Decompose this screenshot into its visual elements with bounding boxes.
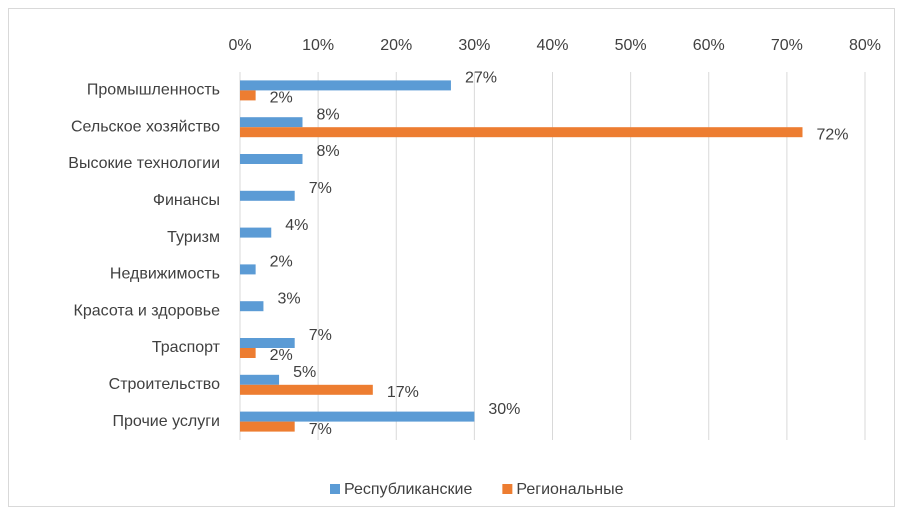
- data-label: 7%: [309, 421, 332, 438]
- x-tick-label: 0%: [228, 37, 251, 54]
- data-label: 2%: [270, 347, 293, 364]
- x-tick-label: 60%: [693, 37, 725, 54]
- data-label: 8%: [317, 143, 340, 160]
- x-tick-label: 70%: [771, 37, 803, 54]
- chart-frame: [8, 8, 895, 507]
- x-tick-label: 10%: [302, 37, 334, 54]
- data-label: 7%: [309, 327, 332, 344]
- legend-label: Региональные: [516, 481, 623, 498]
- bar: [240, 338, 295, 348]
- data-label: 2%: [270, 90, 293, 107]
- data-label: 2%: [270, 254, 293, 271]
- x-tick-label: 50%: [615, 37, 647, 54]
- x-tick-label: 80%: [849, 37, 881, 54]
- x-tick-label: 40%: [536, 37, 568, 54]
- y-tick-label: Промышленность: [87, 82, 220, 99]
- bar: [240, 348, 256, 358]
- bar: [240, 127, 803, 138]
- x-tick-label: 30%: [458, 37, 490, 54]
- data-label: 4%: [285, 217, 308, 234]
- data-label: 72%: [817, 126, 849, 143]
- data-label: 5%: [293, 364, 316, 381]
- bar: [240, 384, 373, 395]
- data-label: 8%: [317, 106, 340, 123]
- bar: [240, 80, 451, 91]
- y-tick-label: Туризм: [167, 229, 220, 246]
- y-tick-label: Недвижимость: [110, 266, 220, 283]
- y-tick-label: Красота и здоровье: [74, 302, 221, 319]
- bar: [240, 411, 475, 422]
- legend-swatch: [330, 484, 340, 494]
- data-label: 17%: [387, 384, 419, 401]
- bar: [240, 117, 303, 128]
- bar: [240, 154, 303, 164]
- y-tick-label: Траспорт: [152, 339, 221, 356]
- data-label: 30%: [488, 401, 520, 418]
- x-tick-label: 20%: [380, 37, 412, 54]
- bar: [240, 90, 256, 101]
- data-label: 3%: [277, 290, 300, 307]
- bar: [240, 227, 272, 238]
- bar: [240, 301, 264, 312]
- bar: [240, 264, 256, 275]
- legend-swatch: [502, 484, 513, 494]
- bar: [240, 190, 295, 201]
- y-tick-label: Строительство: [109, 376, 220, 393]
- legend-label: Республиканские: [344, 481, 472, 498]
- y-tick-label: Прочие услуги: [113, 413, 221, 430]
- y-tick-label: Сельское хозяйство: [71, 118, 220, 135]
- bar: [240, 421, 295, 432]
- y-tick-label: Финансы: [153, 192, 220, 209]
- data-label: 27%: [465, 70, 497, 87]
- data-label: 7%: [309, 180, 332, 197]
- y-tick-label: Высокие технологии: [68, 155, 220, 172]
- bar: [240, 374, 280, 385]
